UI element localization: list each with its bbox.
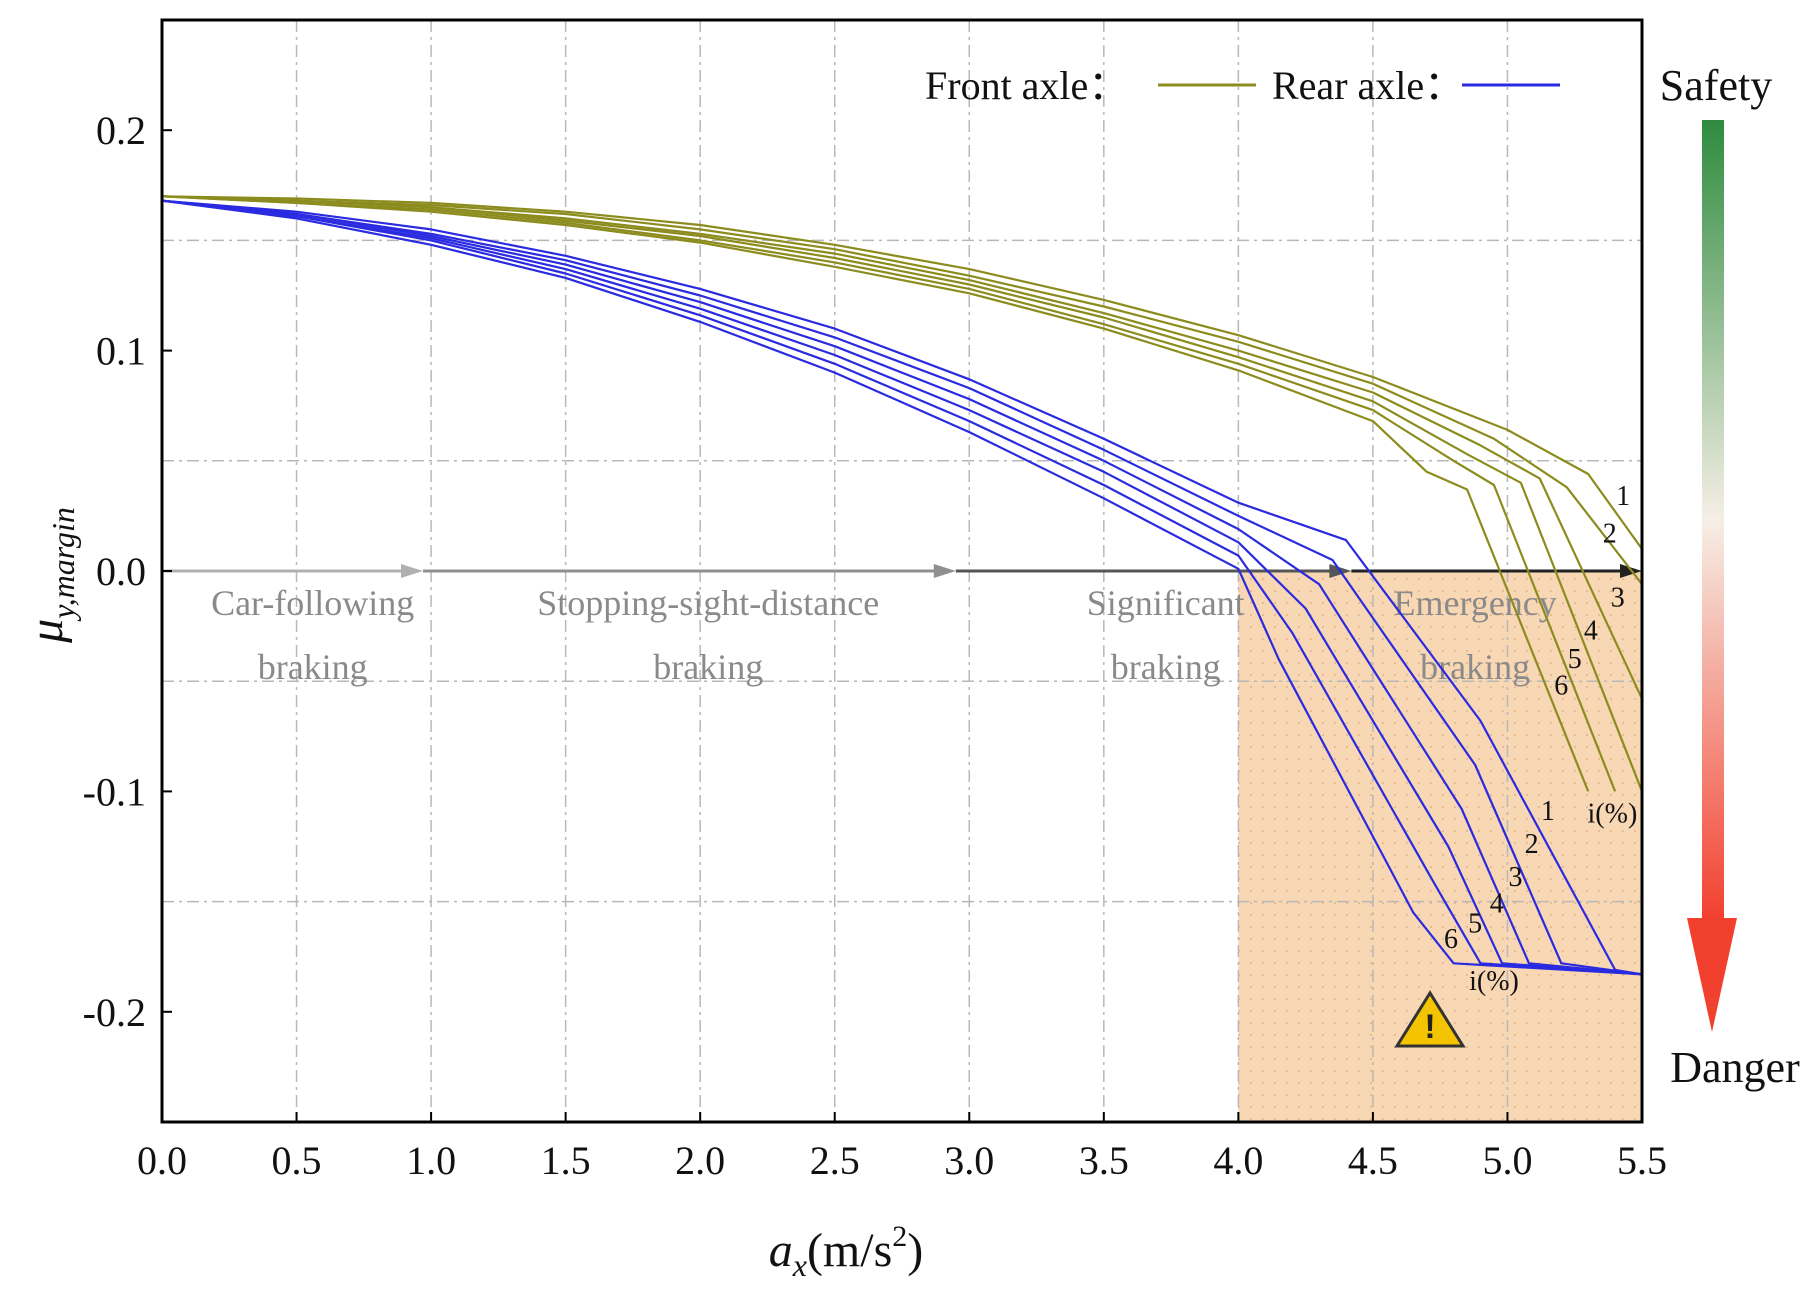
phase-label-line: Car-following	[211, 583, 414, 623]
x-tick-label: 3.0	[944, 1138, 994, 1183]
y-tick-label: -0.1	[83, 769, 146, 814]
phase-label: Car-following braking	[211, 583, 414, 687]
rear-index-label: i(%)	[1469, 966, 1519, 997]
rear-curve-label: 5	[1468, 908, 1482, 939]
x-tick-label: 4.5	[1348, 1138, 1398, 1183]
rear-axle-series	[161, 199, 1643, 976]
front-axle-series	[161, 195, 1643, 585]
phase-label-line: braking	[1111, 647, 1221, 687]
front-curve-label: 2	[1603, 518, 1617, 549]
rear-curve-label: 4	[1490, 889, 1504, 920]
y-tick-label: 0.2	[96, 108, 146, 153]
legend-rear-label: Rear axle：	[1272, 63, 1464, 108]
x-axis-label: ax(m/s2)	[769, 1220, 924, 1283]
warning-icon: !	[1394, 990, 1466, 1048]
front-index-label: i(%)	[1588, 798, 1638, 829]
x-tick-label: 1.0	[406, 1138, 456, 1183]
scale-danger-label: Danger	[1670, 1043, 1800, 1092]
rear-curve-label: 2	[1525, 829, 1539, 860]
front-curve-label: 4	[1584, 615, 1598, 646]
front-axle-series	[161, 195, 1643, 550]
x-tick-label: 0.5	[272, 1138, 322, 1183]
phase-label-line: braking	[1420, 647, 1530, 687]
y-tick-label: 0.1	[96, 329, 146, 374]
x-tick-label: 5.5	[1617, 1138, 1667, 1183]
front-curve-label: 1	[1616, 481, 1630, 512]
scale-safety-label: Safety	[1660, 61, 1772, 110]
phase-label: Significant braking	[1087, 583, 1245, 687]
phase-label: Stopping-sight-distance braking	[537, 583, 879, 687]
x-tick-label: 2.0	[675, 1138, 725, 1183]
phase-label-line: Emergency	[1394, 583, 1557, 623]
rear-curve-label: 6	[1444, 924, 1458, 955]
x-tick-label: 5.0	[1482, 1138, 1532, 1183]
x-tick-label: 2.5	[810, 1138, 860, 1183]
rear-curve-label: 3	[1509, 862, 1523, 893]
data-series	[161, 195, 1644, 976]
warning-triangle-icon	[1394, 990, 1466, 1048]
x-tick-label: 1.5	[541, 1138, 591, 1183]
phase-labels: Car-following brakingStopping-sight-dista…	[211, 583, 1557, 687]
y-axis-label: μy,margin	[20, 507, 81, 644]
rear-axle-series	[161, 199, 1643, 976]
phase-arrowhead-icon	[401, 564, 424, 578]
front-axle-series	[161, 195, 1590, 792]
y-tick-label: -0.2	[83, 990, 146, 1035]
phase-label-line: braking	[653, 647, 763, 687]
front-curve-label: 3	[1611, 582, 1625, 613]
phase-label-line: braking	[258, 647, 368, 687]
phase-label: Emergency braking	[1394, 583, 1557, 687]
x-tick-label: 3.5	[1079, 1138, 1129, 1183]
rear-axle-series	[161, 199, 1643, 976]
x-tick-label: 0.0	[137, 1138, 187, 1183]
front-curve-label: 5	[1568, 644, 1582, 675]
rear-curve-label: 1	[1541, 796, 1555, 827]
front-curve-label: 6	[1554, 670, 1568, 701]
front-axle-series	[161, 195, 1617, 792]
phase-label-line: Significant	[1087, 583, 1245, 623]
x-tick-label: 4.0	[1213, 1138, 1263, 1183]
rear-axle-series	[161, 199, 1643, 976]
scale-arrow-down-icon	[1687, 918, 1737, 1032]
legend-front-label: Front axle：	[925, 63, 1128, 108]
legend: Front axle： Rear axle：	[925, 63, 1560, 108]
front-axle-series	[161, 195, 1644, 792]
warning-icon-glyph: !	[1424, 1008, 1435, 1046]
scale-gradient-bar	[1702, 120, 1724, 920]
rear-axle-series	[161, 199, 1643, 976]
y-tick-label: 0.0	[96, 549, 146, 594]
safety-scale: Safety Danger	[1660, 61, 1800, 1092]
axis-ticks: 0.0 0.5 1.0 1.5 2.0 2.5 3.0 3.5 4.0 4.5 5.0 5.5 0.2 0…	[83, 108, 1667, 1183]
rear-axle-series	[161, 199, 1643, 976]
phase-label-line: Stopping-sight-distance	[537, 583, 879, 623]
phase-arrowhead-icon	[933, 564, 956, 578]
